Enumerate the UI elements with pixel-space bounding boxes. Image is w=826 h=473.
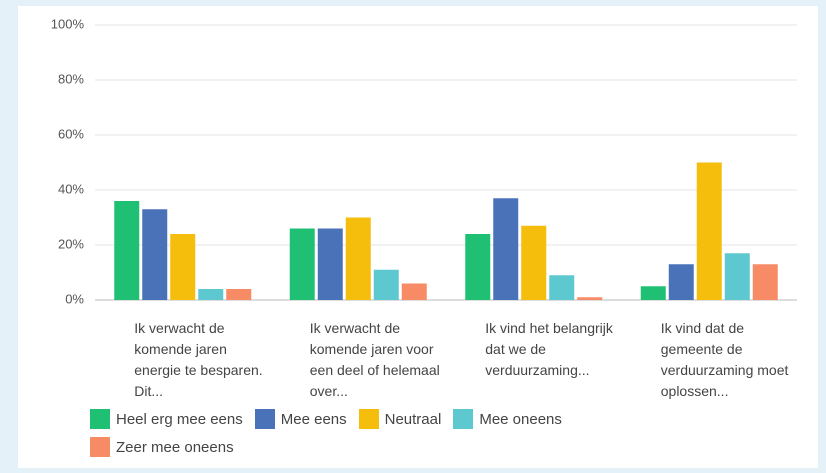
y-tick-label: 60% (58, 126, 84, 141)
legend-label: Mee eens (280, 410, 347, 428)
legend-swatch (453, 409, 474, 429)
bar (493, 198, 519, 300)
bar (142, 209, 168, 300)
legend-swatch (358, 409, 379, 429)
legend: Heel erg mee eens Mee eens Neutraal Mee one… (90, 408, 710, 464)
bar (226, 289, 252, 300)
legend-swatch (90, 409, 110, 429)
bar (401, 283, 427, 300)
y-tick-label: 20% (58, 236, 84, 251)
bar (724, 253, 750, 300)
y-tick-label: 0% (65, 291, 84, 306)
bar (521, 225, 547, 300)
bar (317, 228, 343, 300)
x-tick-label: Ik vind dat de gemeente de verduurzaming… (660, 320, 789, 399)
bar (696, 162, 722, 300)
legend-label: Neutraal (384, 410, 442, 428)
x-tick-label: Ik vind het belangrijk dat we de verduur… (485, 320, 613, 378)
y-tick-label: 100% (51, 16, 85, 31)
legend-item: Mee eens (254, 408, 347, 430)
bar (668, 264, 694, 300)
bar (170, 234, 196, 300)
bar (465, 234, 491, 300)
legend-label: Zeer mee oneens (116, 438, 234, 456)
bar (549, 275, 575, 300)
legend-item: Mee oneens (453, 408, 562, 430)
bar (640, 286, 666, 300)
legend-label: Mee oneens (479, 410, 562, 428)
bar (198, 289, 224, 300)
y-tick-label: 40% (58, 181, 84, 196)
x-tick-label: Ik verwacht de komende jaren energie te … (134, 320, 263, 399)
bar (114, 201, 140, 300)
legend-item: Neutraal (358, 408, 442, 430)
legend-swatch (90, 437, 110, 457)
legend-item: Zeer mee oneens (90, 436, 234, 458)
legend-label: Heel erg mee eens (116, 410, 243, 428)
x-tick-label: Ik verwacht de komende jaren voor een de… (309, 320, 440, 399)
legend-item: Heel erg mee eens (90, 408, 243, 430)
bar (289, 228, 315, 300)
y-tick-label: 80% (58, 71, 84, 86)
legend-swatch (254, 409, 275, 429)
bar (373, 269, 399, 300)
bar (345, 217, 371, 300)
bar (752, 264, 778, 300)
bar (577, 297, 603, 300)
